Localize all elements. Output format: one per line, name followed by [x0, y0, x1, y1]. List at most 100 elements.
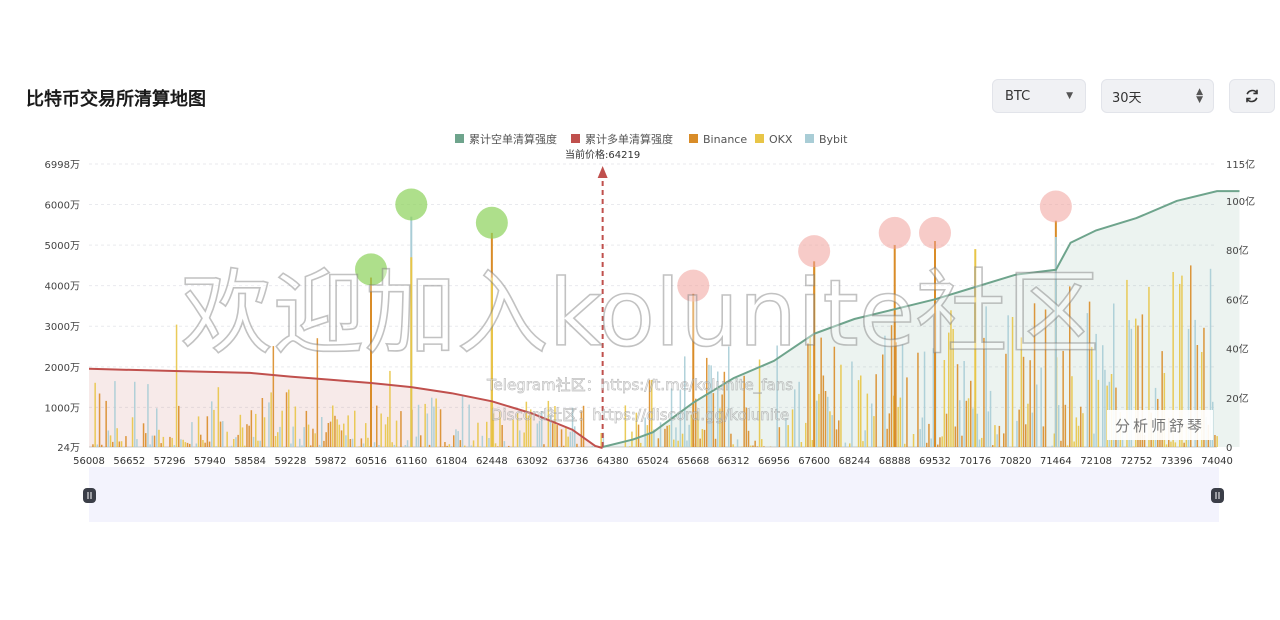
bar-okx [860, 375, 862, 447]
bar-binance [1088, 301, 1091, 447]
bar-bybit [290, 443, 292, 447]
bar-okx [1148, 286, 1150, 447]
bar-binance [169, 436, 171, 447]
x-tick-label: 61160 [395, 456, 427, 467]
bar-okx [244, 445, 246, 447]
bar-binance [576, 443, 578, 447]
refresh-button[interactable] [1229, 79, 1275, 113]
bar-okx [690, 414, 693, 447]
bar-binance [323, 440, 325, 447]
bar-binance [1137, 325, 1139, 447]
legend-label: OKX [769, 133, 793, 146]
bar-binance [721, 394, 723, 447]
bar-bybit [972, 408, 974, 447]
bar-okx [857, 380, 860, 447]
x-tick-label: 56652 [113, 456, 145, 467]
slider-track[interactable] [89, 467, 1219, 522]
bar-bybit [717, 371, 719, 447]
bar-bybit [831, 415, 833, 447]
coin-select[interactable]: BTC ▼ [992, 79, 1086, 113]
bar-okx [1174, 442, 1177, 447]
bar-binance [706, 357, 708, 447]
bar-okx [424, 403, 426, 447]
x-tick-label: 60516 [355, 456, 387, 467]
legend-label: 累计空单清算强度 [469, 132, 557, 146]
bar-okx [233, 439, 235, 447]
bar-bybit [728, 346, 730, 447]
bar-binance [325, 432, 327, 447]
bar-binance [1062, 350, 1064, 447]
bar-bybit [710, 365, 712, 447]
bar-binance [556, 425, 558, 447]
bar-bybit [481, 435, 484, 447]
bar-bybit [987, 411, 990, 447]
bar-binance [153, 435, 156, 447]
bar-bybit [708, 364, 710, 447]
bar-bybit [138, 446, 140, 447]
notable-bar [813, 261, 816, 447]
bar-binance [453, 435, 455, 447]
y-right-tick-label: 20亿 [1226, 392, 1249, 405]
period-select[interactable]: 30天 ▲ ▼ [1101, 79, 1214, 113]
slider-left-handle[interactable] [83, 488, 96, 503]
bar-binance [747, 430, 750, 447]
bar-binance [305, 410, 308, 447]
bar-okx [840, 364, 842, 447]
bar-bybit [844, 442, 847, 447]
bar-okx [239, 414, 242, 447]
bar-binance [657, 438, 660, 447]
bar-okx [1135, 318, 1137, 447]
bar-bybit [1093, 433, 1095, 447]
refresh-icon [1246, 89, 1258, 103]
bar-binance [822, 375, 825, 447]
bar-bybit [921, 417, 924, 447]
bar-binance [145, 433, 147, 447]
legend-swatch [755, 134, 764, 143]
zoom-slider[interactable] [83, 467, 1224, 522]
watermark-discord: Discord社区：https://discord.gg/kolunite [491, 406, 789, 424]
bar-okx [263, 417, 266, 447]
bar-binance [945, 413, 948, 447]
bar-okx [791, 409, 794, 447]
chart-legend: 累计空单清算强度 累计多单清算强度 Binance OKX Bybit [455, 132, 848, 146]
bar-binance [142, 423, 145, 447]
slider-right-handle[interactable] [1211, 488, 1224, 503]
bar-bybit [173, 445, 176, 447]
bar-okx [494, 443, 497, 447]
bar-bybit [923, 351, 926, 447]
bar-okx [719, 408, 721, 447]
bar-bybit [1194, 319, 1196, 447]
bar-binance [501, 425, 503, 447]
bar-bybit [373, 442, 376, 447]
bar-binance [882, 354, 884, 447]
bar-bybit [1113, 303, 1115, 447]
bar-bybit [851, 361, 853, 447]
legend-swatch [689, 134, 698, 143]
bar-binance [666, 425, 668, 447]
bar-bybit [1130, 328, 1133, 447]
y-right-tick-label: 0 [1226, 443, 1232, 454]
bar-binance [580, 410, 583, 447]
bar-bybit [978, 439, 981, 447]
bar-binance [250, 410, 253, 447]
bar-okx [1179, 283, 1181, 447]
bar-okx [761, 439, 763, 447]
bar-bybit [1051, 445, 1053, 447]
bar-bybit [919, 429, 921, 447]
bar-okx [941, 436, 943, 447]
bar-binance [820, 337, 822, 447]
bar-bybit [426, 413, 429, 447]
bar-okx [516, 413, 519, 447]
bar-bybit [1086, 313, 1089, 447]
x-tick-label: 64380 [597, 456, 629, 467]
bar-okx [750, 445, 752, 447]
bar-bybit [470, 445, 473, 447]
bar-bybit [686, 440, 688, 447]
bar-binance [906, 377, 908, 447]
bar-binance [1025, 424, 1027, 447]
bar-bybit [602, 432, 605, 447]
bar-bybit [461, 394, 464, 447]
bar-bybit [1187, 328, 1190, 447]
bar-okx [1170, 441, 1172, 447]
bar-okx [213, 409, 215, 447]
